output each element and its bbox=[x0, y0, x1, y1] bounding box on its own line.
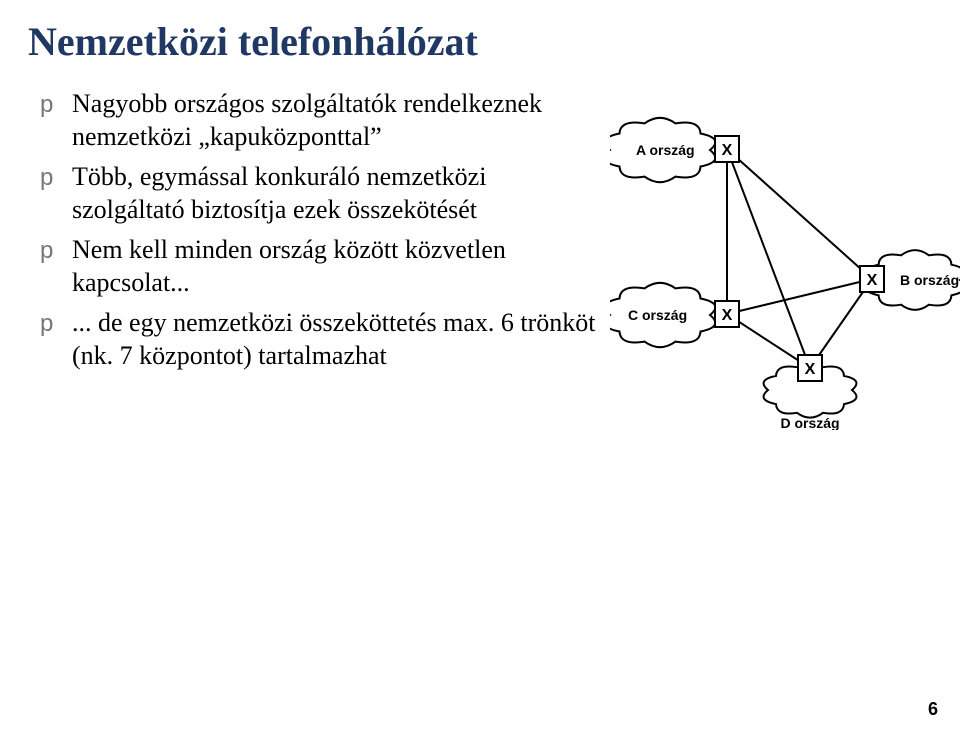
bullet-list: p Nagyobb országos szolgáltatók rendelke… bbox=[40, 88, 600, 380]
bullet-marker: p bbox=[40, 307, 72, 339]
cloud-label-C: C ország bbox=[628, 307, 687, 323]
cloud-label-A: A ország bbox=[636, 142, 695, 158]
edge-XA-XD bbox=[727, 149, 810, 368]
bullet-marker: p bbox=[40, 234, 72, 266]
bullet-item: p Nagyobb országos szolgáltatók rendelke… bbox=[40, 88, 600, 153]
bullet-marker: p bbox=[40, 88, 72, 120]
bullet-item: p Nem kell minden ország között közvetle… bbox=[40, 234, 600, 299]
page-number: 6 bbox=[928, 699, 938, 720]
cloud-label-D: D ország bbox=[780, 415, 839, 430]
gateway-label-XB: X bbox=[867, 272, 878, 289]
cloud-label-B: B ország bbox=[900, 272, 959, 288]
bullet-text: Nem kell minden ország között közvetlen … bbox=[72, 234, 600, 299]
edge-XA-XB bbox=[727, 149, 872, 279]
gateway-label-XD: X bbox=[805, 361, 816, 378]
bullet-text: Nagyobb országos szolgáltatók rendelkezn… bbox=[72, 88, 600, 153]
gateway-label-XA: X bbox=[722, 142, 733, 159]
bullet-text: ... de egy nemzetközi összeköttetés max.… bbox=[72, 307, 600, 372]
bullet-item: p ... de egy nemzetközi összeköttetés ma… bbox=[40, 307, 600, 372]
bullet-text: Több, egymással konkuráló nemzetközi szo… bbox=[72, 161, 600, 226]
bullet-marker: p bbox=[40, 161, 72, 193]
slide-title: Nemzetközi telefonhálózat bbox=[28, 18, 478, 65]
network-diagram: X X X X A ország C ország D ország B ország bbox=[610, 90, 960, 430]
gateway-label-XC: X bbox=[722, 307, 733, 324]
bullet-item: p Több, egymással konkuráló nemzetközi s… bbox=[40, 161, 600, 226]
